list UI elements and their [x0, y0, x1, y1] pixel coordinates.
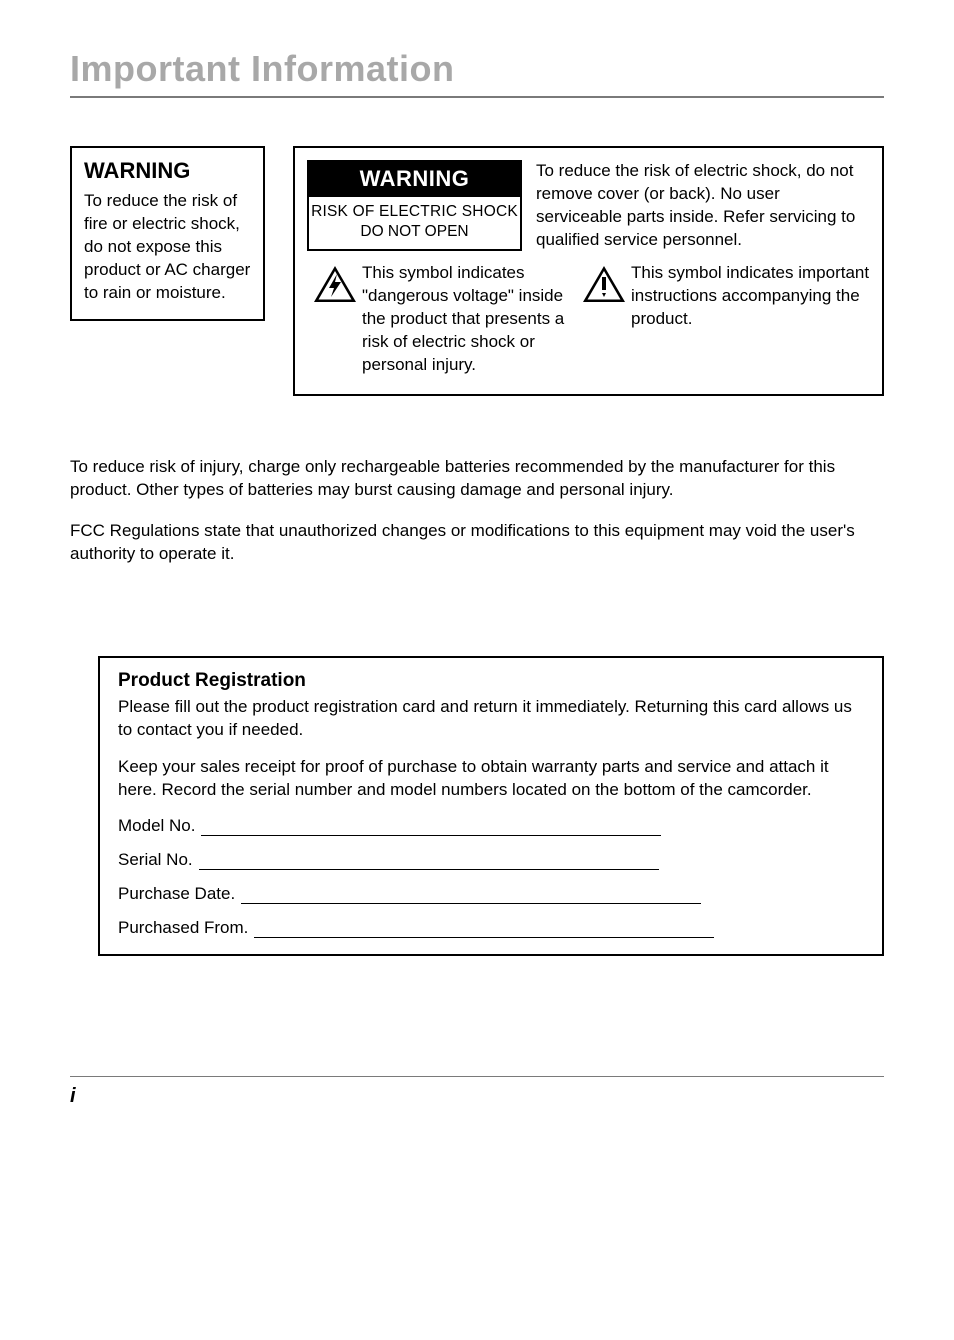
lightning-symbol-text: This symbol indicates "dangerous voltage… — [362, 262, 576, 377]
exclamation-symbol-text: This symbol indicates important instruct… — [631, 262, 870, 331]
registration-paragraph-2: Keep your sales receipt for proof of pur… — [118, 756, 864, 802]
serial-no-label: Serial No. — [118, 850, 193, 870]
warning-right-top-text: To reduce the risk of electric shock, do… — [536, 160, 870, 252]
purchase-date-label: Purchase Date. — [118, 884, 235, 904]
warning-badge-line-2: DO NOT OPEN — [309, 223, 520, 241]
purchased-from-label: Purchased From. — [118, 918, 248, 938]
product-registration-box: Product Registration Please fill out the… — [98, 656, 884, 956]
title-rule — [70, 96, 884, 98]
warning-row: WARNING To reduce the risk of fire or el… — [70, 146, 884, 396]
registration-paragraph-1: Please fill out the product registration… — [118, 696, 864, 742]
warning-left-body: To reduce the risk of fire or electric s… — [84, 190, 251, 305]
exclamation-triangle-icon — [576, 262, 631, 304]
page: Important Information WARNING To reduce … — [0, 0, 954, 1340]
model-no-field: Model No. — [118, 816, 864, 836]
warning-left-box: WARNING To reduce the risk of fire or el… — [70, 146, 265, 321]
lightning-triangle-icon — [307, 262, 362, 304]
warning-right-top-row: WARNING RISK OF ELECTRIC SHOCK DO NOT OP… — [307, 160, 870, 252]
footer-rule — [70, 1076, 884, 1077]
battery-warning-paragraph: To reduce risk of injury, charge only re… — [70, 456, 884, 502]
purchased-from-field: Purchased From. — [118, 918, 864, 938]
model-no-label: Model No. — [118, 816, 195, 836]
purchase-date-field: Purchase Date. — [118, 884, 864, 904]
page-title: Important Information — [70, 48, 884, 90]
warning-badge: WARNING RISK OF ELECTRIC SHOCK DO NOT OP… — [307, 160, 522, 251]
model-no-line — [201, 835, 661, 836]
serial-no-line — [199, 869, 659, 870]
warning-badge-heading: WARNING — [309, 162, 520, 197]
purchase-date-line — [241, 903, 701, 904]
serial-no-field: Serial No. — [118, 850, 864, 870]
warning-right-symbol-row: This symbol indicates "dangerous voltage… — [307, 262, 870, 377]
page-number: i — [70, 1085, 884, 1108]
warning-left-heading: WARNING — [84, 158, 251, 184]
warning-badge-line-1: RISK OF ELECTRIC SHOCK — [309, 203, 520, 221]
purchased-from-line — [254, 937, 714, 938]
warning-right-box: WARNING RISK OF ELECTRIC SHOCK DO NOT OP… — [293, 146, 884, 396]
fcc-paragraph: FCC Regulations state that unauthorized … — [70, 520, 884, 566]
registration-heading: Product Registration — [118, 670, 864, 692]
